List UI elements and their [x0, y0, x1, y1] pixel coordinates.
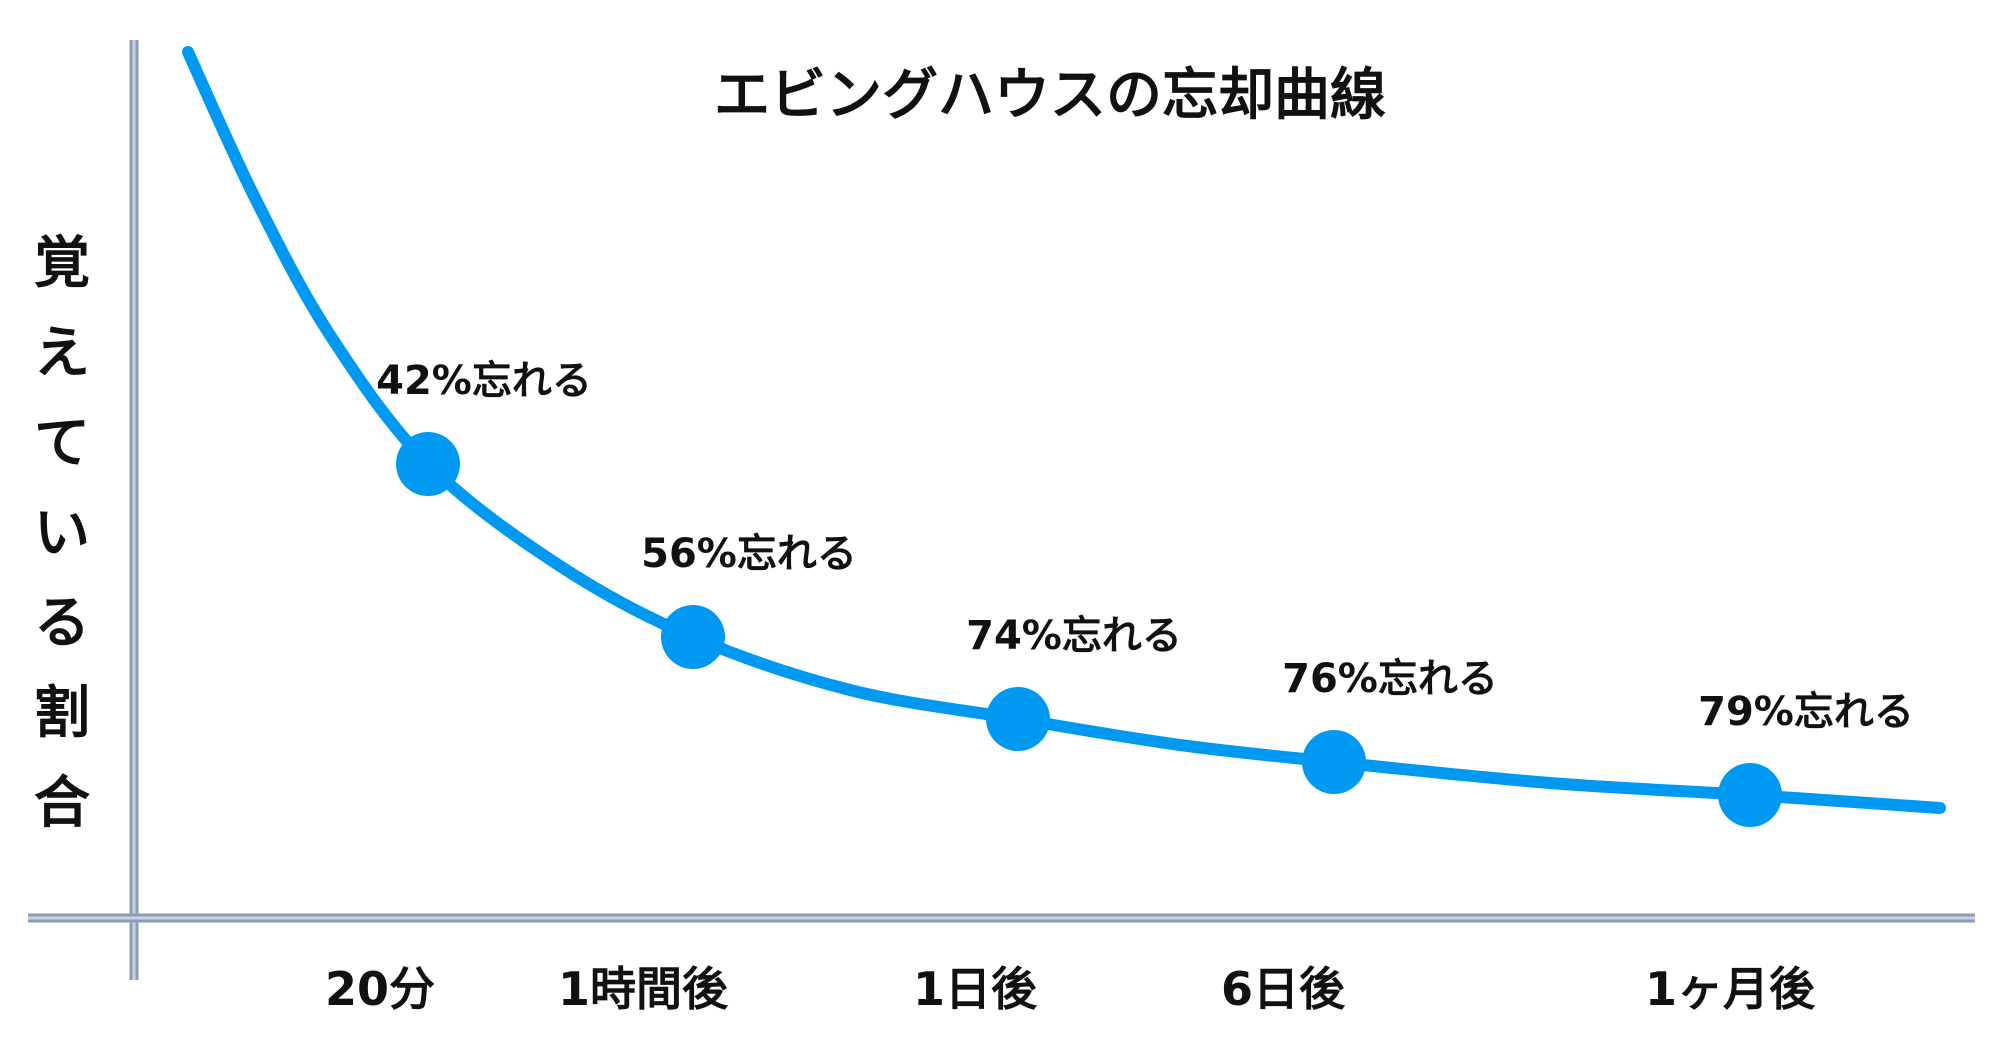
data-label: 74%忘れる: [966, 613, 1182, 659]
y-axis-label-char: て: [34, 411, 90, 476]
data-label: 42%忘れる: [376, 358, 592, 404]
data-label: 79%忘れる: [1698, 689, 1914, 735]
x-tick-labels: 20分 1時間後 1日後 6日後 1ヶ月後: [325, 962, 1816, 1016]
y-axis-label-char: え: [34, 321, 90, 386]
y-axis-label-char: 合: [34, 771, 90, 836]
data-labels: 42%忘れる 56%忘れる 74%忘れる 76%忘れる 79%忘れる: [376, 358, 1914, 735]
data-point: [661, 605, 725, 669]
x-tick-label: 6日後: [1221, 962, 1346, 1016]
x-tick-label: 20分: [325, 962, 435, 1016]
data-label: 56%忘れる: [641, 531, 857, 577]
x-tick-label: 1時間後: [558, 962, 729, 1016]
data-point: [1718, 763, 1782, 827]
axes: [28, 40, 1975, 980]
data-label: 76%忘れる: [1282, 656, 1498, 702]
x-tick-label: 1日後: [913, 962, 1038, 1016]
forgetting-curve-line: [182, 46, 1946, 814]
y-axis-label-char: る: [34, 591, 90, 656]
y-axis-label-char: 覚: [34, 231, 90, 296]
chart-title: エビングハウスの忘却曲線: [714, 63, 1386, 128]
y-axis-label-char: い: [34, 501, 90, 566]
data-point: [1302, 730, 1366, 794]
data-point: [396, 432, 460, 496]
x-tick-label: 1ヶ月後: [1645, 962, 1816, 1016]
data-points: [396, 432, 1782, 827]
y-axis-label-char: 割: [34, 681, 90, 746]
data-point: [986, 687, 1050, 751]
